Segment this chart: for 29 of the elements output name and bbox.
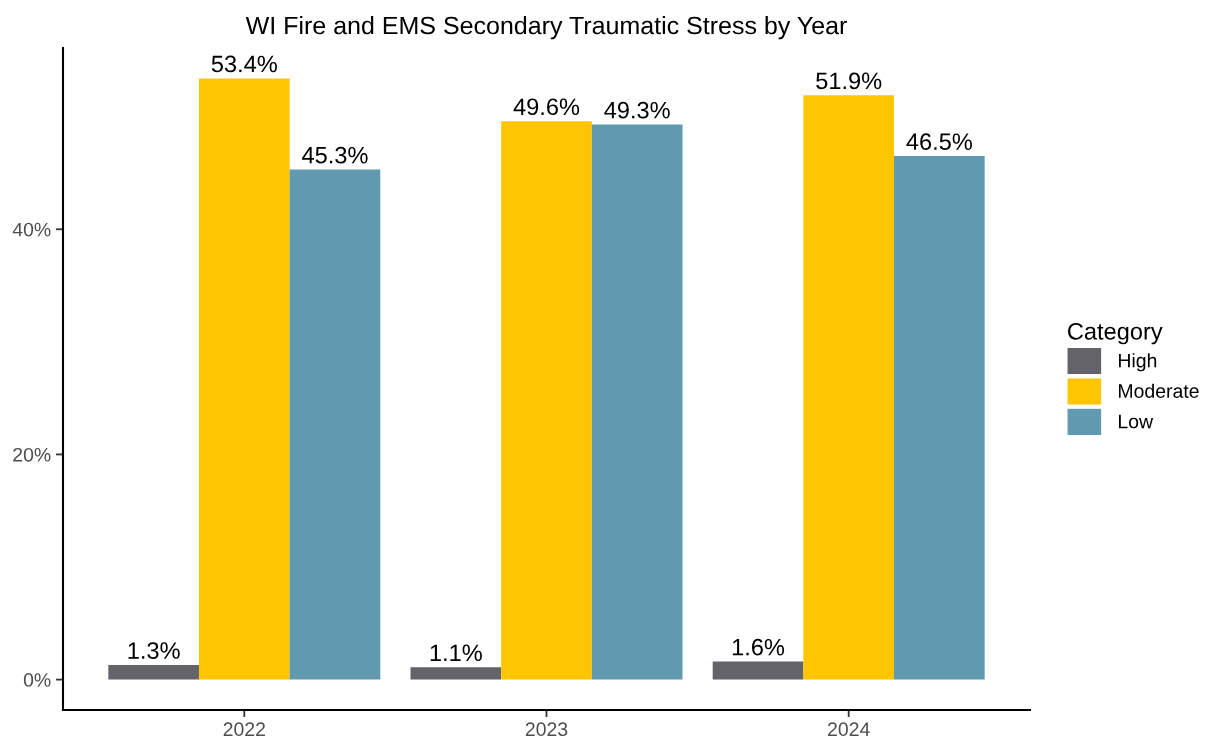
legend-label: Moderate: [1118, 383, 1199, 398]
bar: [501, 121, 592, 680]
x-tick-label: 2022: [223, 722, 265, 737]
data-label: 45.3%: [302, 146, 368, 164]
bar: [410, 667, 502, 680]
y-tick-label: 40%: [12, 222, 51, 237]
data-label: 49.3%: [604, 101, 670, 119]
data-label: 1.1%: [430, 644, 482, 662]
data-label: 49.6%: [513, 98, 580, 116]
data-label: 1.6%: [732, 638, 785, 656]
legend-title: Category: [1068, 322, 1163, 345]
bar: [712, 661, 804, 680]
bar: [803, 95, 895, 680]
x-tick-label: 2023: [525, 722, 568, 737]
chart-title: WI Fire and EMS Secondary Traumatic Stress by Year: [245, 15, 847, 40]
legend-label: High: [1118, 353, 1157, 372]
bar: [108, 664, 199, 680]
bar: [198, 78, 290, 680]
data-label: 46.5%: [906, 133, 972, 151]
x-tick-label: 2024: [828, 722, 870, 737]
bar: [591, 124, 683, 680]
y-tick-label: 20%: [13, 447, 51, 462]
y-tick-label: 0%: [23, 673, 51, 687]
data-label: 1.3%: [128, 642, 180, 659]
bar: [289, 169, 381, 680]
data-label: 53.4%: [211, 55, 277, 73]
legend-label: Low: [1118, 414, 1154, 429]
data-label: 51.9%: [816, 72, 882, 90]
bar: [894, 156, 985, 680]
